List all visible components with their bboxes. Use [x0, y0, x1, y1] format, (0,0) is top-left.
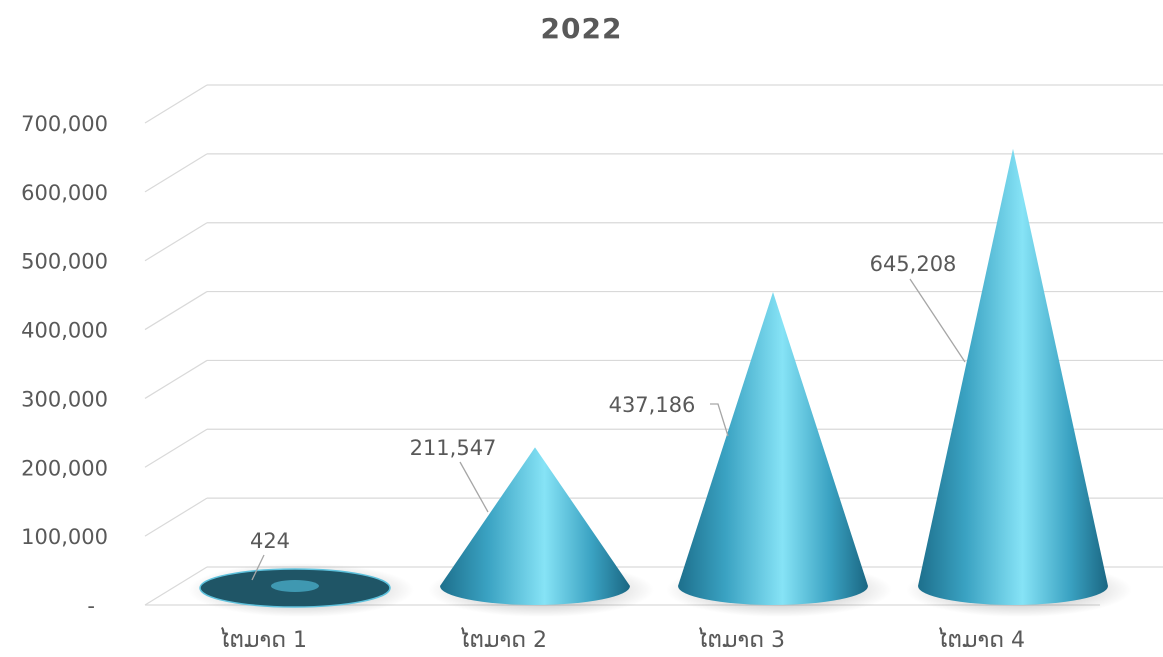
gridline-diagonal [144, 84, 208, 124]
x-tick-label: ໄຕມາດ 3 [697, 627, 785, 653]
data-labels: 424 211,547 437,186 645,208 [250, 252, 966, 581]
y-tick-label: - [87, 594, 95, 618]
chart-title: 2022 [540, 12, 623, 45]
x-axis-ticks: ໄຕມາດ 1 ໄຕມາດ 2 ໄຕມາດ 3 ໄຕມາດ 4 [219, 627, 1025, 653]
cone [918, 148, 1108, 605]
data-label-leader [710, 403, 729, 437]
y-tick-label: 700,000 [21, 112, 108, 136]
data-label: 645,208 [870, 252, 957, 276]
gridline-diagonal [144, 428, 208, 468]
x-tick-label: ໄຕມາດ 2 [459, 627, 547, 653]
y-tick-label: 500,000 [21, 250, 108, 274]
y-tick-label: 600,000 [21, 181, 108, 205]
gridline-diagonal [144, 359, 208, 399]
x-tick-label: ໄຕມາດ 4 [937, 627, 1025, 653]
data-label-leader [251, 554, 265, 581]
data-label: 424 [250, 529, 290, 553]
y-axis-ticks: - 100,000 200,000 300,000 400,000 500,000 600,… [21, 112, 108, 618]
y-tick-label: 400,000 [21, 319, 108, 343]
gridline-diagonal [144, 497, 208, 537]
gridline-diagonal [144, 291, 208, 331]
data-label-leader [459, 461, 489, 513]
cone-apex [271, 580, 319, 592]
data-label: 437,186 [609, 393, 696, 417]
y-tick-label: 100,000 [21, 525, 108, 549]
gridline-diagonal [144, 153, 208, 193]
x-tick-label: ໄຕມາດ 1 [219, 627, 307, 653]
data-label-leader [909, 278, 966, 363]
y-tick-label: 300,000 [21, 387, 108, 411]
cone [678, 291, 868, 605]
y-tick-label: 200,000 [21, 456, 108, 480]
cones [188, 148, 1132, 617]
gridline-diagonal [144, 566, 208, 606]
gridline-diagonal [144, 222, 208, 262]
data-label: 211,547 [410, 436, 497, 460]
cone [440, 447, 630, 605]
